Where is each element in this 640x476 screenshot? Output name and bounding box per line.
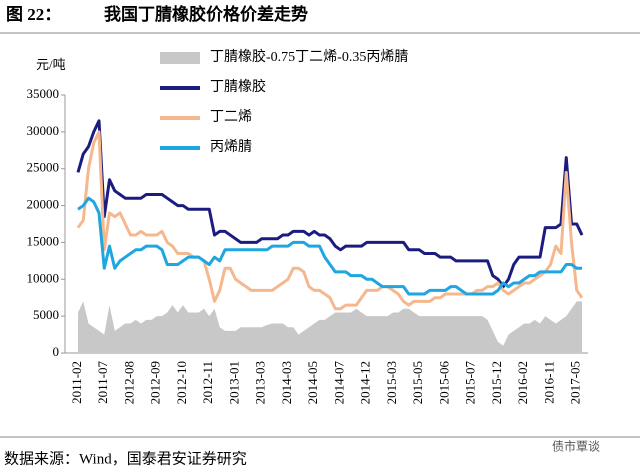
x-tick-label: 2012-08 [121, 361, 136, 404]
legend-label: 丁腈橡胶-0.75丁二烯-0.35丙烯腈 [210, 48, 408, 65]
x-tick-label: 2016-02 [515, 361, 530, 404]
y-tick-label: 20000 [27, 197, 60, 212]
x-tick-label: 2012-10 [174, 361, 189, 404]
x-tick-label: 2011-02 [69, 361, 84, 404]
y-tick-label: 0 [53, 344, 60, 359]
x-tick-label: 2015-05 [410, 361, 425, 404]
x-tick-label: 2015-06 [436, 361, 451, 405]
x-tick-label: 2015-03 [384, 361, 399, 404]
series-line [76, 130, 584, 311]
y-tick-label: 30000 [27, 123, 60, 138]
chart-title: 我国丁腈橡胶价格价差走势 [104, 4, 308, 24]
x-tick-label: 2014-07 [331, 361, 346, 405]
x-tick-label: 2015-12 [489, 361, 504, 404]
x-tick-label: 2017-05 [568, 361, 583, 404]
x-tick-label: 2012-09 [148, 361, 163, 404]
legend-label: 丙烯腈 [210, 139, 252, 155]
x-tick-label: 2014-05 [305, 361, 320, 404]
x-tick-label: 2012-11 [200, 361, 215, 404]
x-tick-label: 2015-07 [463, 361, 478, 405]
source: 数据来源：Wind，国泰君安证券研究 [4, 450, 247, 467]
y-unit: 元/吨 [36, 57, 66, 72]
x-tick-label: 2014-03 [279, 361, 294, 404]
x-tick-label: 2016-11 [541, 361, 556, 404]
y-tick-label: 5000 [33, 307, 59, 322]
legend-swatch [160, 52, 200, 64]
y-tick-label: 10000 [27, 270, 60, 285]
x-tick-label: 2011-07 [95, 361, 110, 404]
x-tick-label: 2014-12 [358, 361, 373, 404]
spread-area [78, 301, 582, 353]
legend-label: 丁二烯 [210, 109, 252, 125]
watermark: 债市覃谈 [552, 439, 600, 454]
legend-label: 丁腈橡胶 [210, 78, 266, 95]
y-tick-label: 25000 [27, 160, 60, 175]
figure-label: 图 22： [6, 5, 61, 24]
x-tick-label: 2013-01 [226, 361, 241, 404]
series-line [77, 196, 582, 296]
x-tick-label: 2013-03 [253, 361, 268, 404]
y-tick-label: 35000 [27, 86, 60, 101]
y-tick-label: 15000 [27, 233, 60, 248]
series-line [76, 119, 584, 289]
